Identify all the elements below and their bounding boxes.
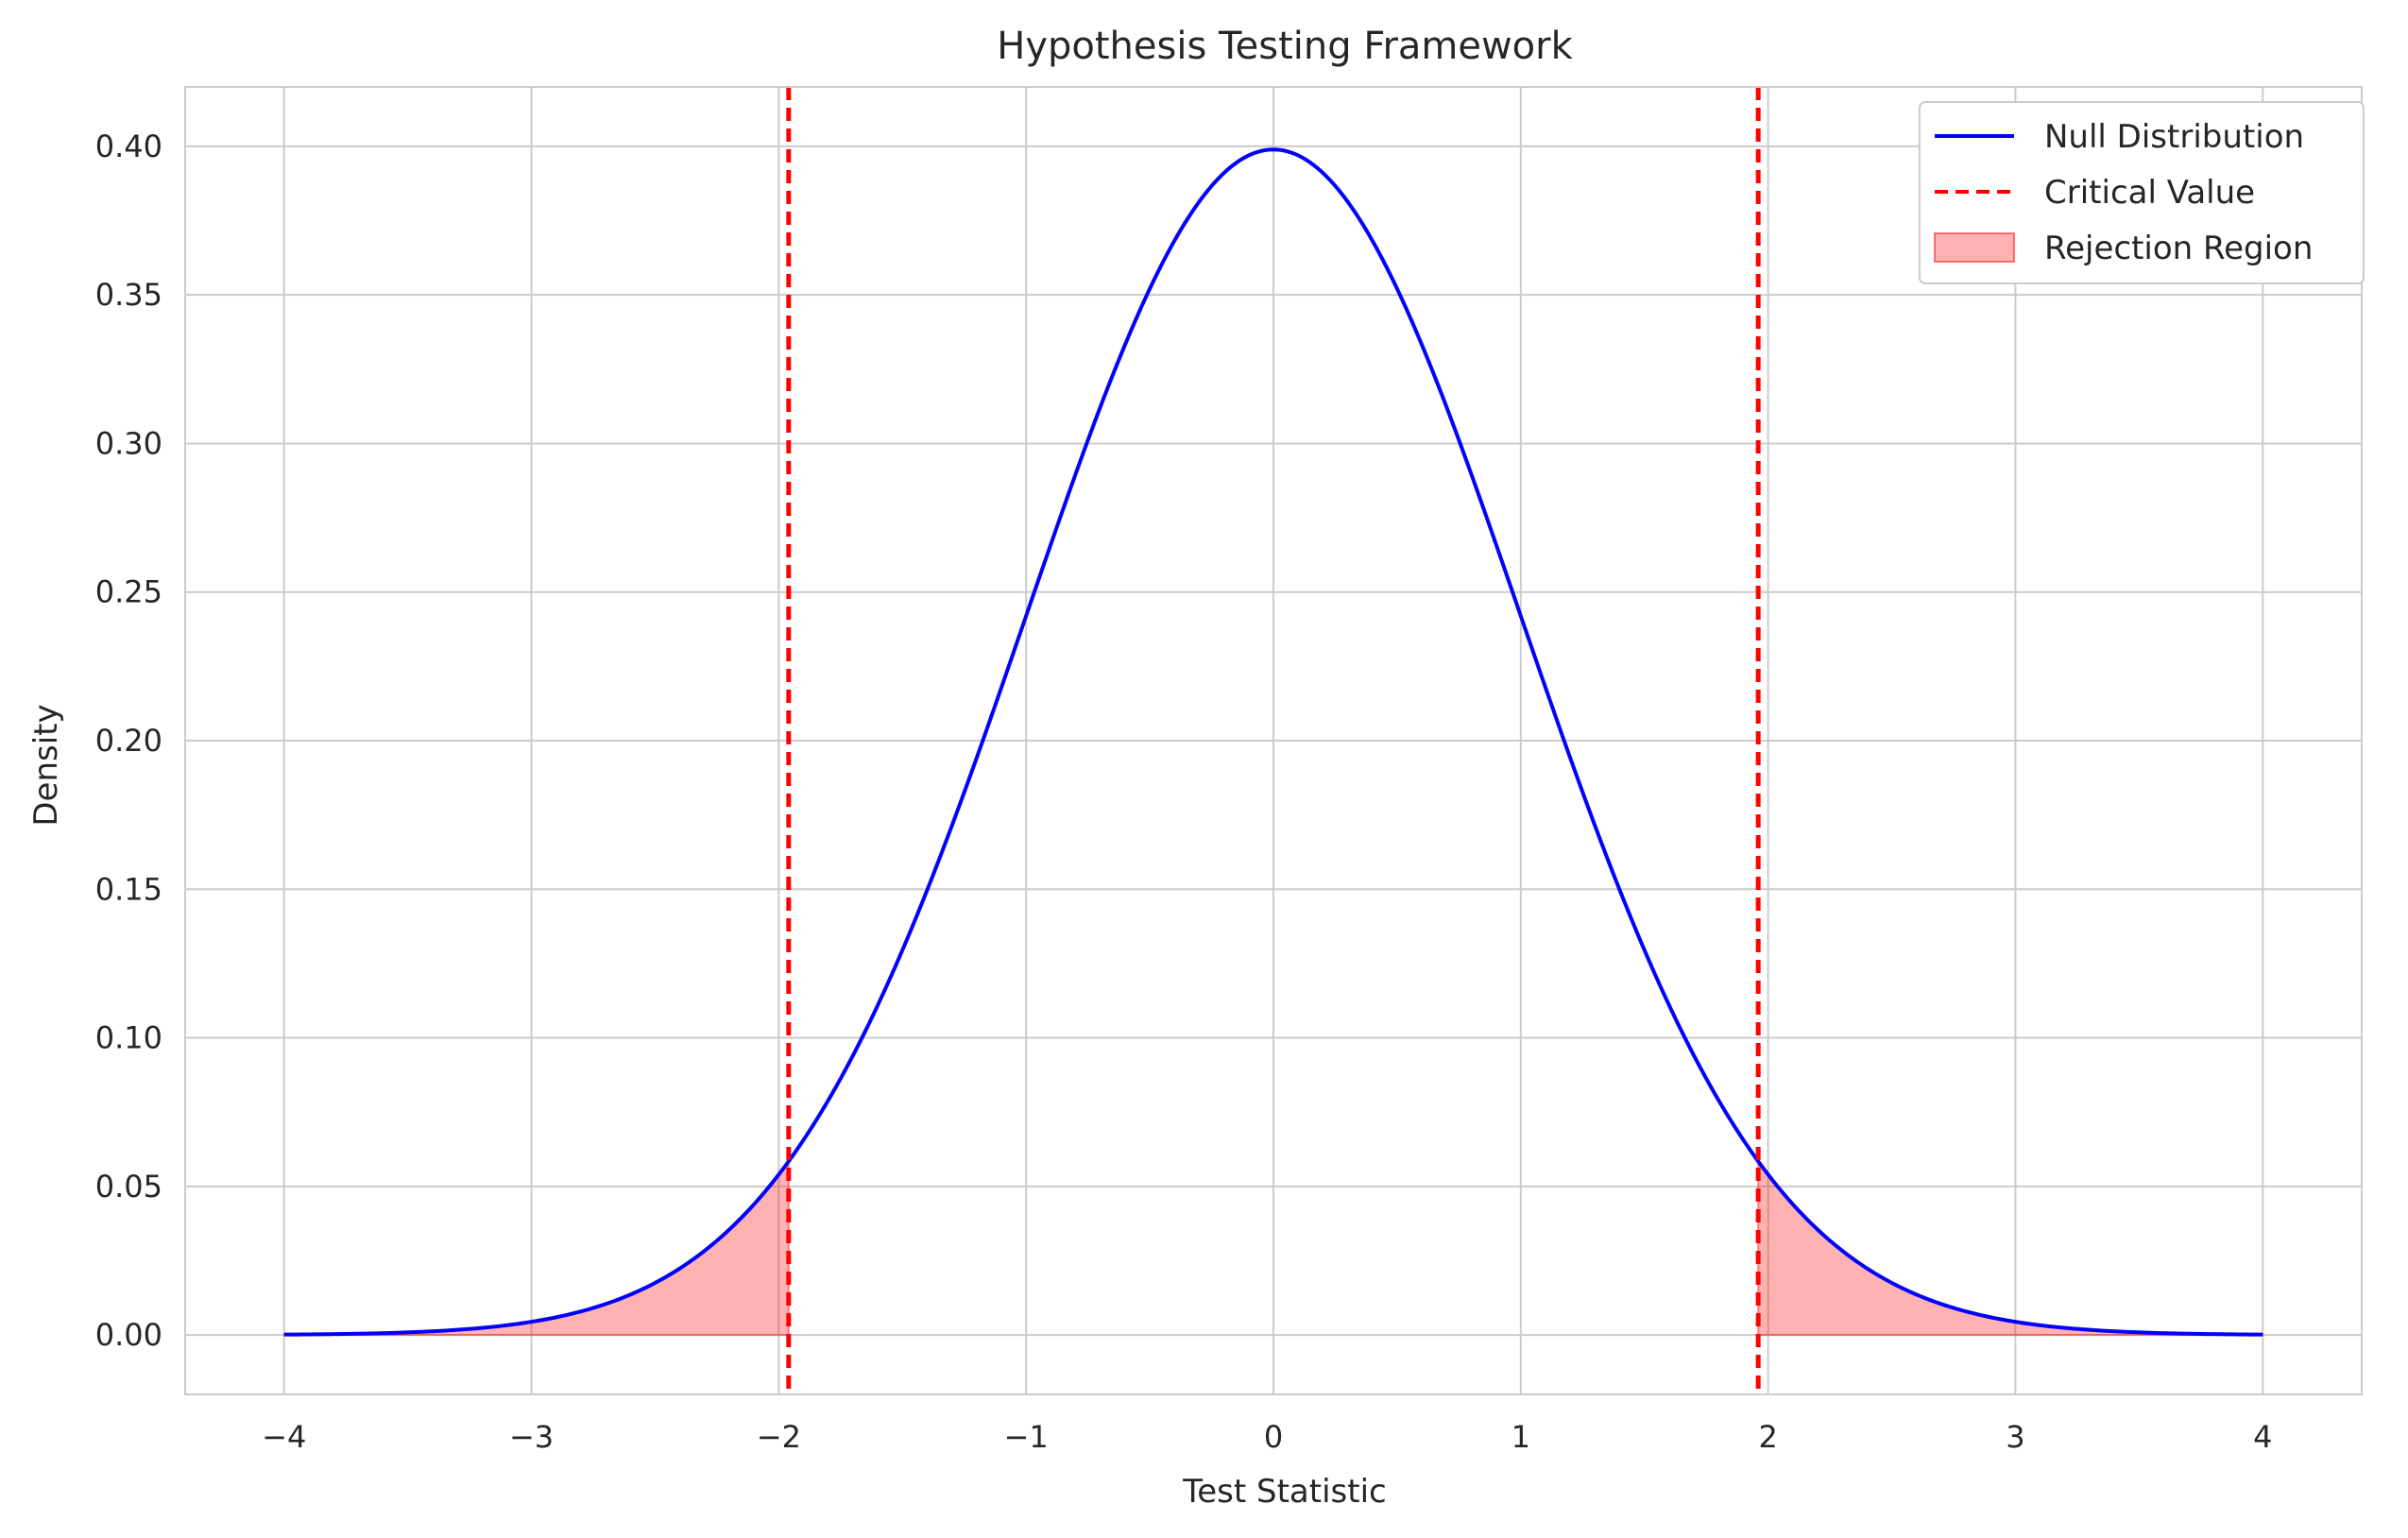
axes-frame [184, 86, 2363, 1395]
null-distribution-curve-group [283, 147, 2263, 1337]
y-tick-label: 0.30 [95, 425, 162, 461]
y-tick-label: 0.00 [95, 1317, 162, 1353]
y-axis-label: Density [27, 704, 65, 826]
x-tick-labels: −4 −3 −2 −1 0 1 2 3 4 [262, 1419, 2272, 1455]
x-tick-label: −2 [757, 1419, 801, 1455]
legend-box [1919, 101, 2365, 284]
y-tick-label: 0.15 [95, 871, 162, 907]
x-tick-label: −1 [1004, 1419, 1049, 1455]
grid [185, 87, 2362, 1394]
y-tick-label: 0.20 [95, 723, 162, 759]
chart-title: Hypothesis Testing Framework [997, 25, 1573, 68]
x-tick-label: −4 [262, 1419, 306, 1455]
critical-value-lines [786, 87, 1761, 1394]
null-distribution-curve [283, 147, 2263, 1337]
y-tick-label: 0.05 [95, 1169, 162, 1205]
y-tick-label: 0.25 [95, 574, 162, 610]
x-tick-label: 2 [1758, 1419, 1777, 1455]
legend-rejection-region-label: Rejection Region [2044, 230, 2313, 267]
x-axis-label: Test Statistic [1182, 1473, 1386, 1511]
legend-critical-value-label: Critical Value [2044, 174, 2255, 212]
y-tick-labels: 0.00 0.05 0.10 0.15 0.20 0.25 0.30 0.35 0.40 [95, 128, 162, 1353]
x-tick-label: −3 [509, 1419, 554, 1455]
x-tick-label: 1 [1511, 1419, 1530, 1455]
x-tick-label: 4 [2253, 1419, 2272, 1455]
legend-null-distribution-label: Null Distribution [2044, 118, 2304, 156]
y-tick-label: 0.35 [95, 277, 162, 313]
legend-rejection-region-swatch [1934, 232, 2015, 263]
plot-area [184, 86, 2363, 1395]
y-tick-label: 0.10 [95, 1020, 162, 1056]
x-tick-label: 0 [1264, 1419, 1283, 1455]
y-tick-label: 0.40 [95, 128, 162, 164]
x-tick-label: 3 [2006, 1419, 2024, 1455]
legend: Null Distribution Critical Value Rejecti… [1919, 101, 2365, 284]
